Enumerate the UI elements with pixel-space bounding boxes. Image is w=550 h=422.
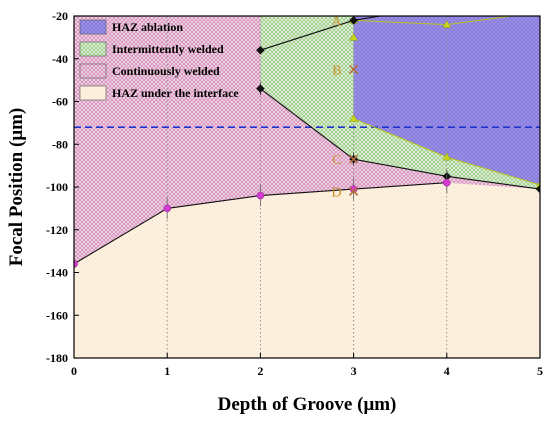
- magenta-circle-marker: [442, 178, 451, 187]
- x-axis-title: Depth of Groove (μm): [218, 394, 397, 415]
- y-tick-label: -40: [52, 52, 68, 66]
- y-tick-label: -140: [46, 266, 68, 280]
- point-marker-b: [349, 64, 359, 75]
- point-label-d: D: [331, 185, 341, 200]
- x-tick-label: 4: [444, 364, 450, 378]
- region-haz-under-interface: [74, 182, 540, 358]
- legend: HAZ ablation Intermittently welded Continu…: [79, 19, 239, 101]
- y-tick-label: -80: [52, 137, 68, 151]
- legend-label: HAZ under the interface: [112, 86, 239, 100]
- vertical-grid-lines: [166, 16, 448, 358]
- magenta-circle-marker: [349, 185, 358, 193]
- black-diamond-marker: [535, 184, 540, 194]
- y-tick-label: -100: [46, 180, 68, 194]
- legend-swatch: [79, 19, 107, 35]
- yellow-triangle-marker: [442, 20, 452, 28]
- black-diamond-marker: [349, 16, 358, 25]
- data-markers: [74, 16, 540, 275]
- x-tick-label: 3: [351, 364, 357, 378]
- y-tick-label: -60: [52, 95, 68, 109]
- y-axis-ticks: -180 -160 -140 -120 -100 -80 -60 -40 -20: [46, 9, 79, 365]
- y-tick-label: -120: [46, 223, 68, 237]
- magenta-circle-marker: [256, 191, 265, 200]
- x-tick-label: 5: [537, 364, 543, 378]
- legend-label: Intermittently welded: [112, 42, 224, 56]
- point-marker-d: [349, 186, 359, 196]
- legend-swatch: [79, 63, 107, 79]
- x-tick-label: 0: [71, 364, 77, 378]
- yellow-triangle-marker: [349, 32, 359, 41]
- magenta-circle-marker: [163, 204, 172, 213]
- y-axis-title: Focal Position (μm): [6, 108, 27, 267]
- legend-swatch: [79, 41, 107, 57]
- yellow-triangle-marker: [349, 114, 359, 122]
- black-diamond-marker: [256, 84, 265, 94]
- y-tick-label: -160: [46, 308, 68, 322]
- y-tick-label: -180: [46, 351, 68, 365]
- x-axis-ticks: 0 1 2 3 4 5: [71, 353, 543, 378]
- point-labels: A B C D: [331, 14, 359, 200]
- point-label-c: C: [332, 153, 341, 168]
- black-diamond-marker: [256, 45, 265, 55]
- x-tick-label: 1: [164, 364, 170, 378]
- legend-swatch: [79, 85, 107, 101]
- y-tick-label: -20: [52, 9, 68, 23]
- point-marker-c: [349, 154, 359, 164]
- x-tick-label: 2: [257, 364, 263, 378]
- point-label-b: B: [332, 63, 341, 78]
- legend-label: Continuously welded: [112, 64, 220, 78]
- legend-label: HAZ ablation: [112, 20, 183, 34]
- lower-black-boundary-line: [260, 88, 540, 190]
- point-label-a: A: [331, 14, 342, 29]
- yellow-triangle-marker: [442, 152, 452, 161]
